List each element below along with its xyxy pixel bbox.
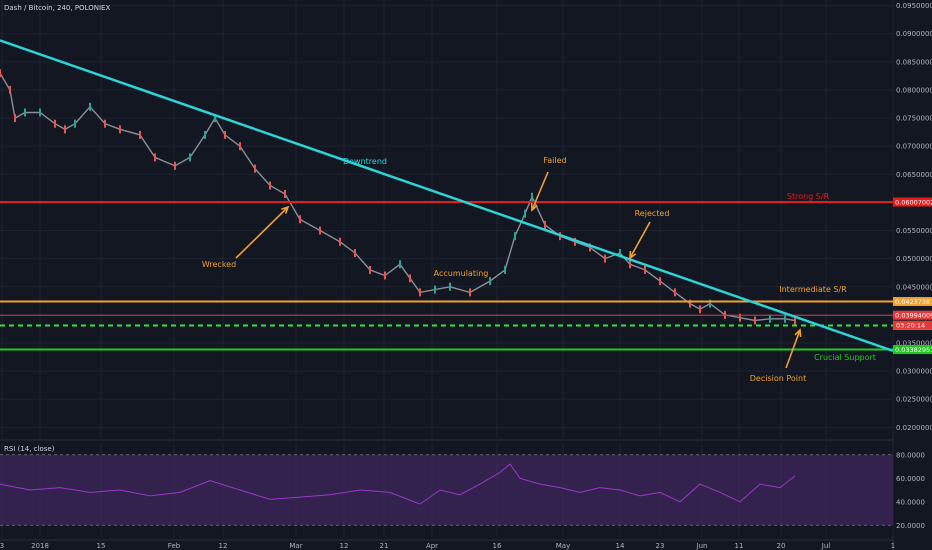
price-badge-label: 0.04237387: [895, 298, 932, 306]
price-badge-label: 0.06007002: [895, 199, 932, 207]
time-tick-label: 16: [493, 542, 502, 550]
price-badge-label: 0.03382951: [895, 346, 932, 354]
time-tick-label: 12: [219, 542, 228, 550]
time-tick-label: Jul: [821, 542, 831, 550]
time-tick-label: Jun: [696, 542, 708, 550]
price-line: [0, 72, 796, 322]
annotation-label: Intermediate S/R: [779, 285, 847, 294]
time-tick-label: 21: [380, 542, 389, 550]
rsi-pane: 80.0000 60.0000 40.0000 20.0000: [0, 451, 925, 530]
rsi-title: RSI (14, close): [4, 445, 55, 453]
arrow-head: [281, 205, 290, 214]
time-tick-label: Mar: [289, 542, 302, 550]
chart-title: Dash / Bitcoin, 240, POLONIEX: [4, 4, 110, 12]
time-tick-label: May: [556, 542, 570, 550]
annotations: Downtrend Failed Rejected Strong S/R Wrecked…: [202, 156, 876, 383]
price-badge-label: 0.03994009: [895, 312, 932, 320]
annotation-label: Rejected: [635, 209, 670, 218]
time-tick-label: 1: [891, 542, 895, 550]
time-tick-label: 3: [0, 542, 4, 550]
rsi-band: [0, 454, 893, 526]
time-tick-label: 20: [777, 542, 786, 550]
annotation-label: Wrecked: [202, 260, 236, 269]
rsi-tick-label: 20.0000: [896, 522, 925, 530]
rsi-tick-label: 80.0000: [896, 451, 925, 459]
annotation-label: Decision Point: [750, 374, 806, 383]
arrow-head: [530, 202, 538, 212]
levels: [0, 201, 893, 351]
rsi-line: [0, 463, 796, 505]
price-badge: [893, 197, 932, 207]
price-badge: [893, 310, 932, 320]
trendline: [0, 39, 894, 353]
time-axis: 3 2018 15 Feb 12 Mar 12 21 Apr 16 May 14 23 Jun 11 20 Ju…: [0, 542, 895, 550]
time-tick-label: Feb: [168, 542, 181, 550]
downtrend-line: [0, 39, 894, 353]
price-badge: [893, 345, 932, 355]
arrow-head: [629, 250, 637, 260]
time-tick-label: 12: [340, 542, 349, 550]
annotation-label: Strong S/R: [787, 192, 830, 201]
arrow-shaft: [785, 329, 801, 369]
countdown-badge: [893, 320, 932, 330]
time-tick-label: 2018: [31, 542, 49, 550]
annotation-label: Accumulating: [434, 269, 489, 278]
arrow-shaft: [235, 206, 289, 259]
time-tick-label: Apr: [426, 542, 438, 550]
countdown-label: 03:20:14: [896, 322, 925, 330]
annotation-label: Downtrend: [343, 157, 387, 166]
arrow-shaft: [629, 221, 651, 259]
time-tick-label: 14: [616, 542, 625, 550]
price-tick-label: 0.09500000: [896, 2, 932, 10]
annotation-label: Crucial Support: [814, 353, 876, 362]
time-tick-label: 23: [656, 542, 665, 550]
price-badges: 0.060070020.042373870.039940090.03811405…: [893, 197, 932, 355]
time-tick-label: 15: [97, 542, 106, 550]
arrow-head: [794, 328, 802, 338]
rsi-tick-label: 60.0000: [896, 475, 925, 483]
rsi-tick-label: 40.0000: [896, 498, 925, 506]
price-badge: [893, 297, 932, 307]
time-tick-label: 11: [735, 542, 744, 550]
arrow-shaft: [531, 171, 549, 211]
annotation-label: Failed: [543, 156, 566, 165]
annotation-arrows: [235, 171, 802, 369]
